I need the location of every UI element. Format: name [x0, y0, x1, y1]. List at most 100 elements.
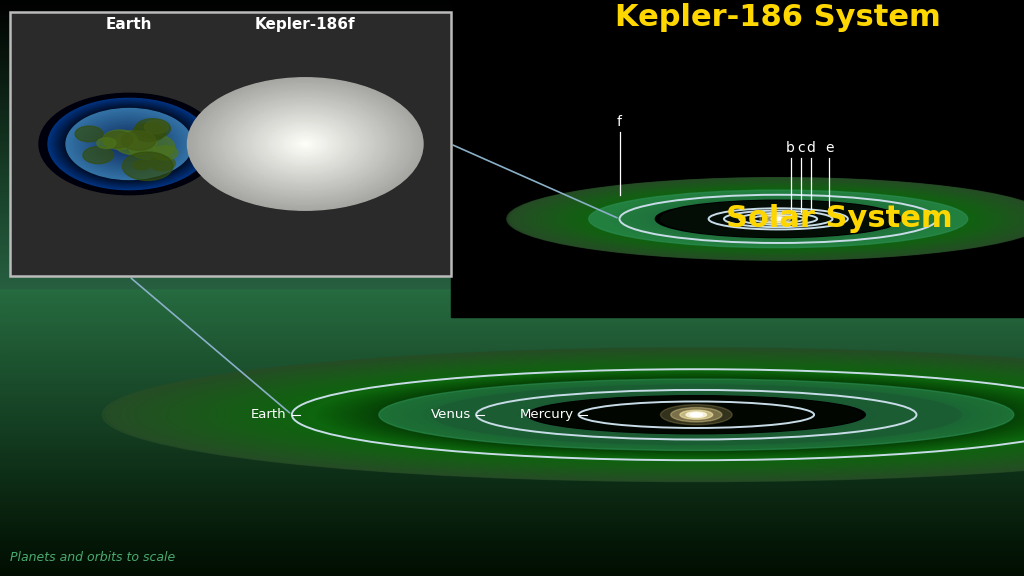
Bar	[0, 176, 1024, 179]
Ellipse shape	[693, 206, 863, 232]
Circle shape	[60, 105, 198, 183]
Circle shape	[71, 111, 187, 177]
Circle shape	[225, 99, 385, 189]
Ellipse shape	[587, 190, 970, 248]
Circle shape	[123, 152, 173, 180]
Circle shape	[117, 137, 141, 151]
Ellipse shape	[368, 378, 1024, 452]
Ellipse shape	[675, 203, 882, 234]
Ellipse shape	[735, 213, 821, 225]
Ellipse shape	[668, 202, 889, 236]
Ellipse shape	[663, 201, 894, 237]
Ellipse shape	[593, 403, 800, 426]
Ellipse shape	[486, 391, 906, 438]
Ellipse shape	[276, 367, 1024, 462]
Circle shape	[104, 130, 154, 158]
Bar	[0, 475, 1024, 478]
Ellipse shape	[767, 217, 790, 221]
Ellipse shape	[740, 213, 816, 225]
Ellipse shape	[559, 185, 997, 252]
Ellipse shape	[268, 366, 1024, 463]
Ellipse shape	[705, 207, 852, 230]
Circle shape	[281, 130, 331, 158]
Ellipse shape	[700, 207, 856, 231]
Bar	[0, 564, 1024, 567]
Ellipse shape	[766, 217, 791, 221]
Circle shape	[268, 123, 342, 165]
Circle shape	[231, 103, 379, 185]
Circle shape	[252, 114, 358, 174]
Ellipse shape	[757, 215, 800, 222]
Ellipse shape	[696, 207, 860, 231]
Bar	[0, 455, 1024, 458]
Text: d: d	[807, 141, 815, 154]
Bar	[0, 498, 1024, 501]
Ellipse shape	[653, 200, 903, 238]
Circle shape	[44, 96, 215, 192]
Circle shape	[194, 81, 417, 207]
Bar	[0, 438, 1024, 441]
Ellipse shape	[482, 391, 910, 439]
Ellipse shape	[680, 410, 713, 419]
Bar	[0, 302, 1024, 305]
Ellipse shape	[209, 360, 1024, 469]
Ellipse shape	[702, 207, 854, 230]
Bar	[0, 101, 1024, 104]
Ellipse shape	[474, 390, 919, 439]
Circle shape	[288, 134, 323, 154]
Ellipse shape	[364, 377, 1024, 452]
Ellipse shape	[637, 198, 920, 240]
Bar	[0, 415, 1024, 418]
Bar	[0, 40, 1024, 43]
Circle shape	[93, 124, 165, 164]
Ellipse shape	[710, 209, 847, 229]
Bar	[0, 374, 1024, 377]
Ellipse shape	[755, 215, 802, 222]
Ellipse shape	[265, 366, 1024, 463]
Ellipse shape	[376, 378, 1017, 451]
Bar	[0, 291, 1024, 294]
Circle shape	[275, 127, 335, 161]
Ellipse shape	[427, 384, 966, 445]
Ellipse shape	[609, 405, 783, 425]
Bar	[0, 300, 1024, 302]
Circle shape	[282, 131, 329, 157]
Ellipse shape	[604, 192, 952, 245]
Bar	[0, 536, 1024, 539]
Ellipse shape	[293, 369, 1024, 460]
Ellipse shape	[773, 218, 783, 219]
Circle shape	[73, 112, 185, 176]
Bar	[0, 513, 1024, 516]
Ellipse shape	[606, 193, 950, 245]
Circle shape	[110, 133, 148, 155]
Bar	[0, 262, 1024, 265]
Circle shape	[249, 112, 361, 176]
Bar	[0, 504, 1024, 507]
Bar	[0, 328, 1024, 331]
Bar	[0, 17, 1024, 20]
Bar	[0, 418, 1024, 420]
Ellipse shape	[332, 374, 1024, 456]
Bar	[0, 29, 1024, 32]
Bar	[0, 524, 1024, 527]
Ellipse shape	[289, 369, 1024, 461]
Ellipse shape	[213, 361, 1024, 469]
Bar	[0, 533, 1024, 536]
Ellipse shape	[379, 379, 1014, 450]
Circle shape	[153, 146, 178, 160]
Ellipse shape	[439, 386, 953, 444]
Ellipse shape	[399, 381, 993, 448]
Bar	[0, 461, 1024, 464]
Bar	[0, 386, 1024, 389]
Ellipse shape	[632, 196, 925, 241]
Text: b: b	[786, 141, 795, 154]
Ellipse shape	[170, 355, 1024, 474]
Ellipse shape	[563, 186, 993, 252]
Bar	[0, 354, 1024, 357]
Bar	[0, 363, 1024, 366]
Ellipse shape	[671, 408, 722, 422]
Bar	[0, 458, 1024, 461]
Ellipse shape	[766, 215, 791, 223]
Ellipse shape	[507, 177, 1024, 260]
Circle shape	[83, 118, 175, 170]
